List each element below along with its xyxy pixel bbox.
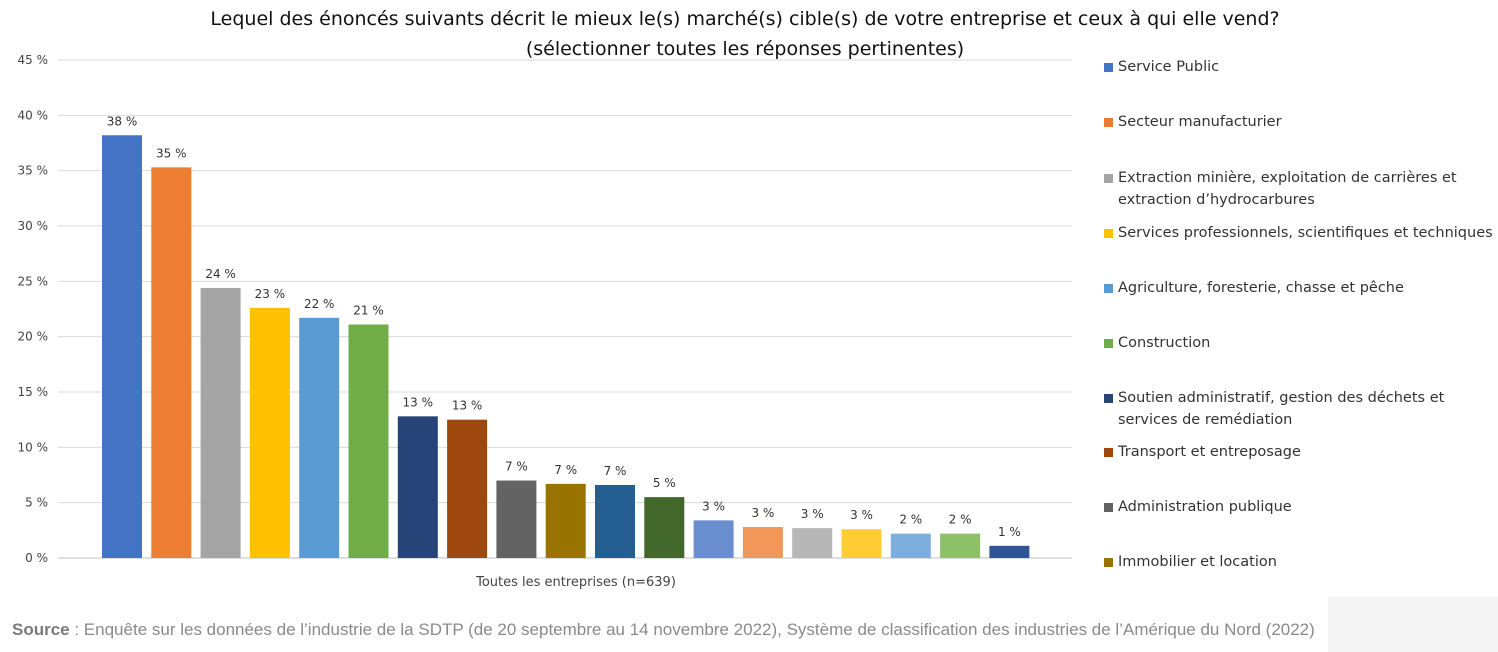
bar: [200, 287, 241, 558]
y-tick-label: 25 %: [18, 274, 49, 288]
bar-chart: 0 % 5 % 10 % 15 % 20 % 25 % 30 % 35 % 40 % 45 % 3…: [18, 53, 1072, 590]
y-tick-label: 45 %: [18, 53, 49, 67]
bar: [693, 520, 734, 558]
data-label: 23 %: [255, 287, 286, 301]
data-label: 35 %: [156, 146, 187, 160]
legend-swatch: [1104, 229, 1113, 238]
data-label: 7 %: [604, 464, 627, 478]
legend-label: Administration publique: [1118, 499, 1292, 515]
data-label: 3 %: [801, 507, 824, 521]
bar: [545, 483, 586, 558]
data-label: 24 %: [205, 267, 236, 281]
data-label: 1 %: [998, 525, 1021, 539]
data-label: 5 %: [653, 476, 676, 490]
bar: [989, 545, 1030, 558]
legend-label: Secteur manufacturier: [1118, 114, 1282, 130]
data-label: 3 %: [702, 499, 725, 513]
legend-label: Construction: [1118, 335, 1211, 351]
legend-swatch: [1104, 284, 1113, 293]
bar: [249, 307, 290, 558]
bar: [447, 419, 488, 558]
legend-swatch: [1104, 174, 1113, 183]
legend-item: Administration publique: [1104, 496, 1494, 518]
source-note: Source : Enquête sur les données de l’in…: [12, 620, 1315, 640]
y-tick-label: 10 %: [18, 440, 49, 454]
bar: [792, 528, 833, 558]
source-prefix: Source: [12, 620, 70, 639]
legend-swatch: [1104, 503, 1113, 512]
data-label: 3 %: [850, 508, 873, 522]
legend-swatch: [1104, 118, 1113, 127]
bar: [397, 416, 438, 558]
legend-item: Construction: [1104, 332, 1494, 354]
legend-label: Service Public: [1118, 59, 1220, 75]
legend-item: Secteur manufacturier: [1104, 111, 1494, 133]
source-text: : Enquête sur les données de l’industrie…: [69, 620, 1315, 639]
legend-item: Extraction minière, exploitation de carr…: [1104, 167, 1494, 211]
bar: [841, 529, 882, 558]
chart-title-line-1: Lequel des énoncés suivants décrit le mi…: [210, 8, 1280, 30]
legend-label: Extraction minière, exploitation de carr…: [1118, 170, 1457, 208]
data-label: 2 %: [949, 513, 972, 527]
bar: [299, 317, 340, 558]
legend-swatch: [1104, 339, 1113, 348]
y-tick-label: 0 %: [25, 551, 48, 565]
legend-label: Soutien administratif, gestion des déche…: [1118, 390, 1445, 428]
legend-item: Agriculture, foresterie, chasse et pêche: [1104, 277, 1494, 299]
legend-label: Services professionnels, scientifiques e…: [1118, 225, 1493, 241]
data-label: 7 %: [505, 460, 528, 474]
legend-swatch: [1104, 394, 1113, 403]
data-label: 13 %: [403, 395, 434, 409]
data-label: 7 %: [554, 463, 577, 477]
y-tick-label: 40 %: [18, 108, 49, 122]
legend-swatch: [1104, 448, 1113, 457]
bar: [940, 533, 981, 558]
data-label: 38 %: [107, 114, 138, 128]
bar: [151, 167, 192, 558]
legend-label: Immobilier et location: [1118, 554, 1277, 570]
legend-item: Services professionnels, scientifiques e…: [1104, 222, 1494, 244]
legend-label: Transport et entreposage: [1118, 444, 1301, 460]
bar: [890, 533, 931, 558]
x-axis-label: Toutes les entreprises (n=639): [475, 575, 676, 590]
y-tick-label: 5 %: [25, 496, 48, 510]
bar: [348, 324, 389, 558]
bar: [644, 497, 685, 558]
bar: [102, 135, 142, 558]
data-label: 3 %: [751, 506, 774, 520]
legend-swatch: [1104, 63, 1113, 72]
y-tick-label: 35 %: [18, 164, 49, 178]
data-label: 13 %: [452, 399, 483, 413]
data-label: 2 %: [899, 513, 922, 527]
legend-item: Soutien administratif, gestion des déche…: [1104, 387, 1494, 431]
data-label: 21 %: [353, 303, 384, 317]
decorative-corner: [1328, 597, 1498, 652]
y-tick-label: 30 %: [18, 219, 49, 233]
legend-item: Transport et entreposage: [1104, 441, 1494, 463]
bars: [102, 135, 1030, 558]
data-label: 22 %: [304, 297, 335, 311]
chart-title: Lequel des énoncés suivants décrit le mi…: [0, 4, 1490, 64]
legend-label: Agriculture, foresterie, chasse et pêche: [1118, 280, 1404, 296]
bar: [742, 527, 783, 558]
data-labels: 38 % 35 % 24 % 23 % 22 % 21 % 13 % 13 % 7 % 7 % 7 …: [107, 114, 1021, 539]
y-tick-label: 15 %: [18, 385, 49, 399]
bar: [595, 484, 635, 558]
y-tick-label: 20 %: [18, 330, 49, 344]
chart-title-line-2: (sélectionner toutes les réponses pertin…: [525, 38, 965, 60]
legend-item: Immobilier et location: [1104, 551, 1494, 573]
legend-swatch: [1104, 558, 1113, 567]
bar: [496, 480, 537, 558]
y-axis-ticks: 0 % 5 % 10 % 15 % 20 % 25 % 30 % 35 % 40 % 45 %: [18, 53, 49, 565]
legend-item: Service Public: [1104, 56, 1494, 78]
